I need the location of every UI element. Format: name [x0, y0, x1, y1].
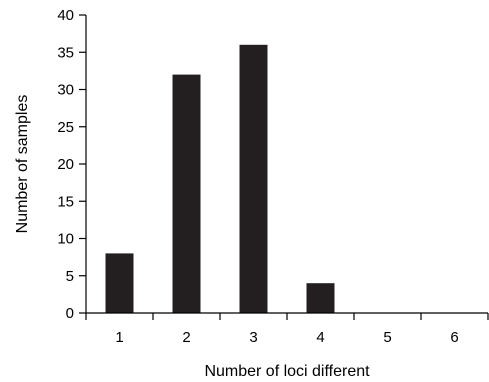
y-tick-label: 0	[66, 305, 74, 322]
bar	[105, 253, 134, 313]
x-tick-label: 2	[182, 329, 190, 346]
y-tick-label: 15	[57, 193, 74, 210]
y-tick-label: 5	[66, 268, 74, 285]
y-tick-label: 20	[57, 156, 74, 173]
x-tick-label: 3	[249, 329, 257, 346]
x-tick-label: 5	[383, 329, 391, 346]
y-tick-label: 25	[57, 119, 74, 136]
bar	[306, 283, 335, 313]
x-tick-label: 6	[450, 329, 458, 346]
x-tick-label: 4	[316, 329, 324, 346]
y-tick-label: 40	[57, 7, 74, 24]
bars-group	[105, 44, 335, 314]
y-tick-label: 35	[57, 44, 74, 61]
y-axis-title: Number of samples	[14, 95, 31, 234]
y-tick-labels: 0 5 10 15 20 25 30 35 40	[57, 7, 74, 322]
x-tick-label: 1	[115, 329, 123, 346]
x-tick-labels: 1 2 3 4 5 6	[115, 329, 458, 346]
bar	[239, 44, 268, 314]
x-axis-title: Number of loci different	[204, 363, 370, 380]
y-tick-label: 10	[57, 231, 74, 248]
axes-group	[79, 14, 489, 320]
bar	[172, 74, 201, 313]
y-tick-label: 30	[57, 82, 74, 99]
